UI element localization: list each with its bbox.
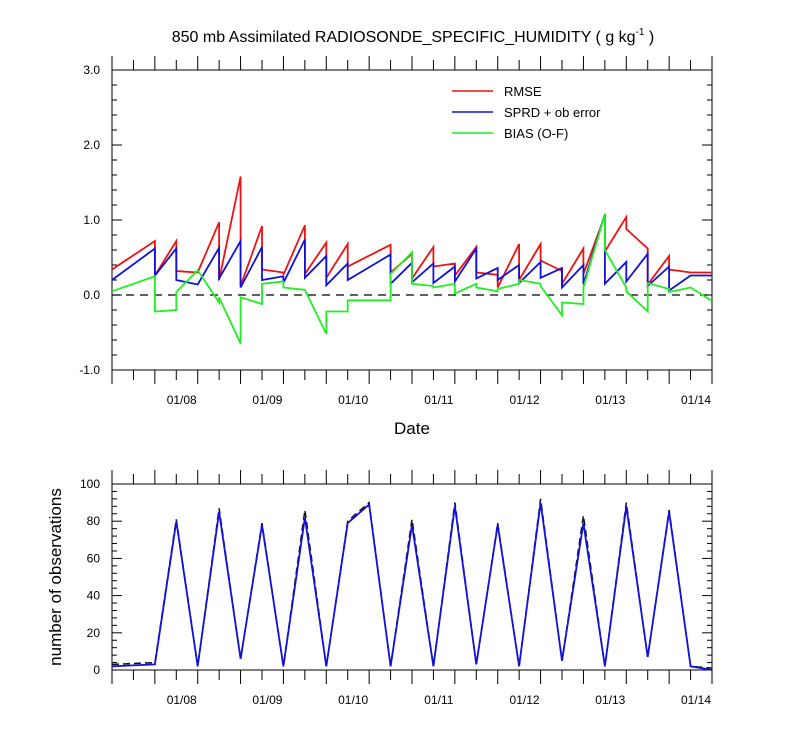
top-series-line-sprd-ob-error: [111, 213, 712, 293]
bottom-x-tick-label: 01/08: [167, 693, 197, 707]
top-x-ticks: 01/08 01/09 01/10 01/11 01/12 01/13 01/14: [111, 56, 713, 407]
legend: RMSE SPRD + ob error BIAS (O-F): [452, 84, 601, 141]
bottom-y-tick-label: 100: [80, 477, 100, 491]
y-axis-label-observations: number of observations: [46, 488, 65, 666]
bottom-y-tick-label: 80: [87, 514, 101, 528]
top-y-tick-label: 1.0: [83, 213, 100, 227]
top-x-tick-label: 01/14: [681, 393, 711, 407]
top-x-tick-label: 01/11: [424, 393, 453, 407]
bottom-y-tick-label: 0: [93, 663, 100, 677]
bottom-x-tick-label: 01/13: [595, 693, 625, 707]
top-y-ticks: -1.0 0.0 1.0 2.0 3.0: [79, 63, 712, 377]
bottom-y-tick-label: 40: [87, 589, 101, 603]
bottom-y-tick-label: 20: [87, 626, 101, 640]
bottom-series-line-observations: [111, 502, 713, 671]
bottom-x-tick-label: 01/12: [510, 693, 540, 707]
bottom-y-tick-label: 60: [87, 551, 101, 565]
top-plot-frame: [111, 69, 713, 371]
bottom-x-tick-label: 01/10: [338, 693, 368, 707]
bottom-series-line-observations-dashed: [111, 498, 713, 669]
bottom-plot-frame: [111, 483, 713, 671]
bottom-x-tick-label: 01/14: [681, 693, 711, 707]
top-x-tick-label: 01/08: [167, 393, 197, 407]
top-x-tick-label: 01/09: [252, 393, 282, 407]
top-y-tick-label: 0.0: [83, 288, 100, 302]
top-y-tick-label: 3.0: [83, 63, 100, 77]
top-y-tick-label: -1.0: [79, 363, 100, 377]
top-x-tick-label: 01/10: [338, 393, 368, 407]
top-series-group: [111, 176, 713, 345]
top-y-tick-label: 2.0: [83, 138, 100, 152]
chart-title: 850 mb Assimilated RADIOSONDE_SPECIFIC_H…: [172, 27, 655, 46]
legend-label-bias: BIAS (O-F): [504, 126, 568, 141]
bottom-x-ticks: 01/08 01/09 01/10 01/11 01/12 01/13 01/14: [111, 470, 713, 707]
x-axis-label: Date: [394, 419, 430, 438]
bottom-x-tick-label: 01/11: [424, 693, 453, 707]
legend-label-sprd: SPRD + ob error: [504, 105, 601, 120]
top-x-tick-label: 01/13: [595, 393, 625, 407]
legend-label-rmse: RMSE: [504, 84, 542, 99]
bottom-x-tick-label: 01/09: [252, 693, 282, 707]
top-series-line-bias-o-f: [111, 213, 713, 345]
bottom-y-ticks: 0 20 40 60 80 100: [80, 477, 712, 677]
bottom-series-group: [111, 498, 713, 671]
top-x-tick-label: 01/12: [510, 393, 540, 407]
